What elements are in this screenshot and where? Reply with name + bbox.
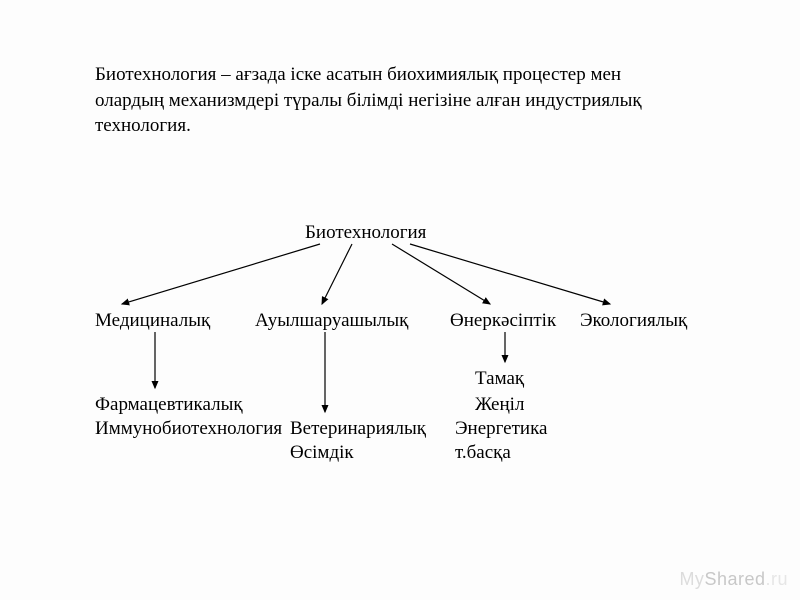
watermark-ru: .ru [765, 569, 788, 589]
watermark-my: My [679, 569, 704, 589]
sub-plant: Өсімдік [290, 442, 354, 464]
arrow-0 [122, 244, 320, 304]
branch-industrial: Өнеркәсіптік [450, 310, 556, 332]
sub-immuno: Иммунобиотехнология [95, 418, 282, 440]
sub-food: Тамақ [475, 368, 524, 390]
branch-ecological: Экологиялық [580, 310, 687, 332]
branch-agri: Ауылшаруашылық [255, 310, 408, 332]
sub-energy: Энергетика [455, 418, 547, 440]
definition-text: Биотехнология – ағзада іске асатын биохи… [95, 62, 675, 139]
arrow-1 [322, 244, 352, 304]
sub-other: т.басқа [455, 442, 511, 464]
sub-pharma: Фармацевтикалық [95, 394, 243, 416]
arrow-2 [392, 244, 490, 304]
branch-medical: Медициналық [95, 310, 210, 332]
watermark: MyShared.ru [679, 569, 788, 590]
root-label: Биотехнология [305, 222, 426, 244]
sub-vet: Ветеринариялық [290, 418, 426, 440]
sub-light: Жеңіл [475, 394, 524, 416]
watermark-shared: Shared [704, 569, 765, 589]
arrow-3 [410, 244, 610, 304]
